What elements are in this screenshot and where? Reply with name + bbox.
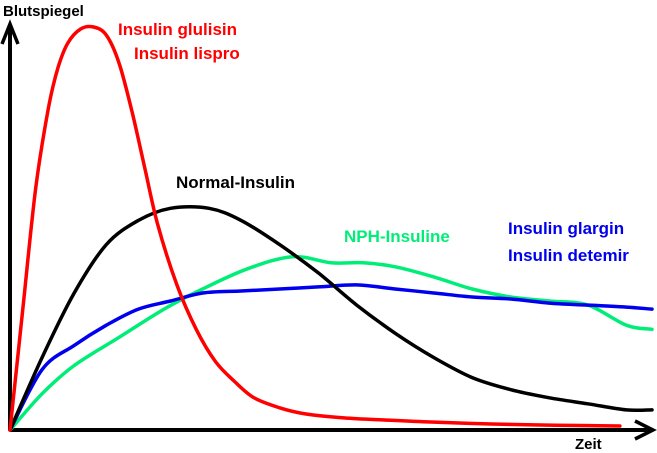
label-normal-insulin: Normal-Insulin — [176, 173, 295, 192]
y-axis-label: Blutspiegel — [3, 3, 84, 20]
label-nph-insuline: NPH-Insuline — [344, 227, 450, 246]
series-line-insulin-glulisin-insulin-lispro — [8, 24, 622, 432]
label-insulin-detemir: Insulin detemir — [508, 246, 629, 265]
series-line-normal-insulin — [8, 205, 654, 432]
x-axis-arrowhead — [634, 419, 657, 441]
label-insulin-glulisin: Insulin glulisin — [118, 20, 237, 39]
x-axis-label: Zeit — [575, 436, 602, 453]
series-line-insulin-glargin-insulin-detemir — [8, 283, 654, 432]
label-insulin-glargin: Insulin glargin — [508, 219, 624, 238]
label-insulin-lispro: Insulin lispro — [134, 44, 240, 63]
curves-group — [8, 24, 654, 432]
y-axis-arrowhead — [0, 19, 20, 45]
series-line-nph-insuline — [8, 254, 654, 432]
